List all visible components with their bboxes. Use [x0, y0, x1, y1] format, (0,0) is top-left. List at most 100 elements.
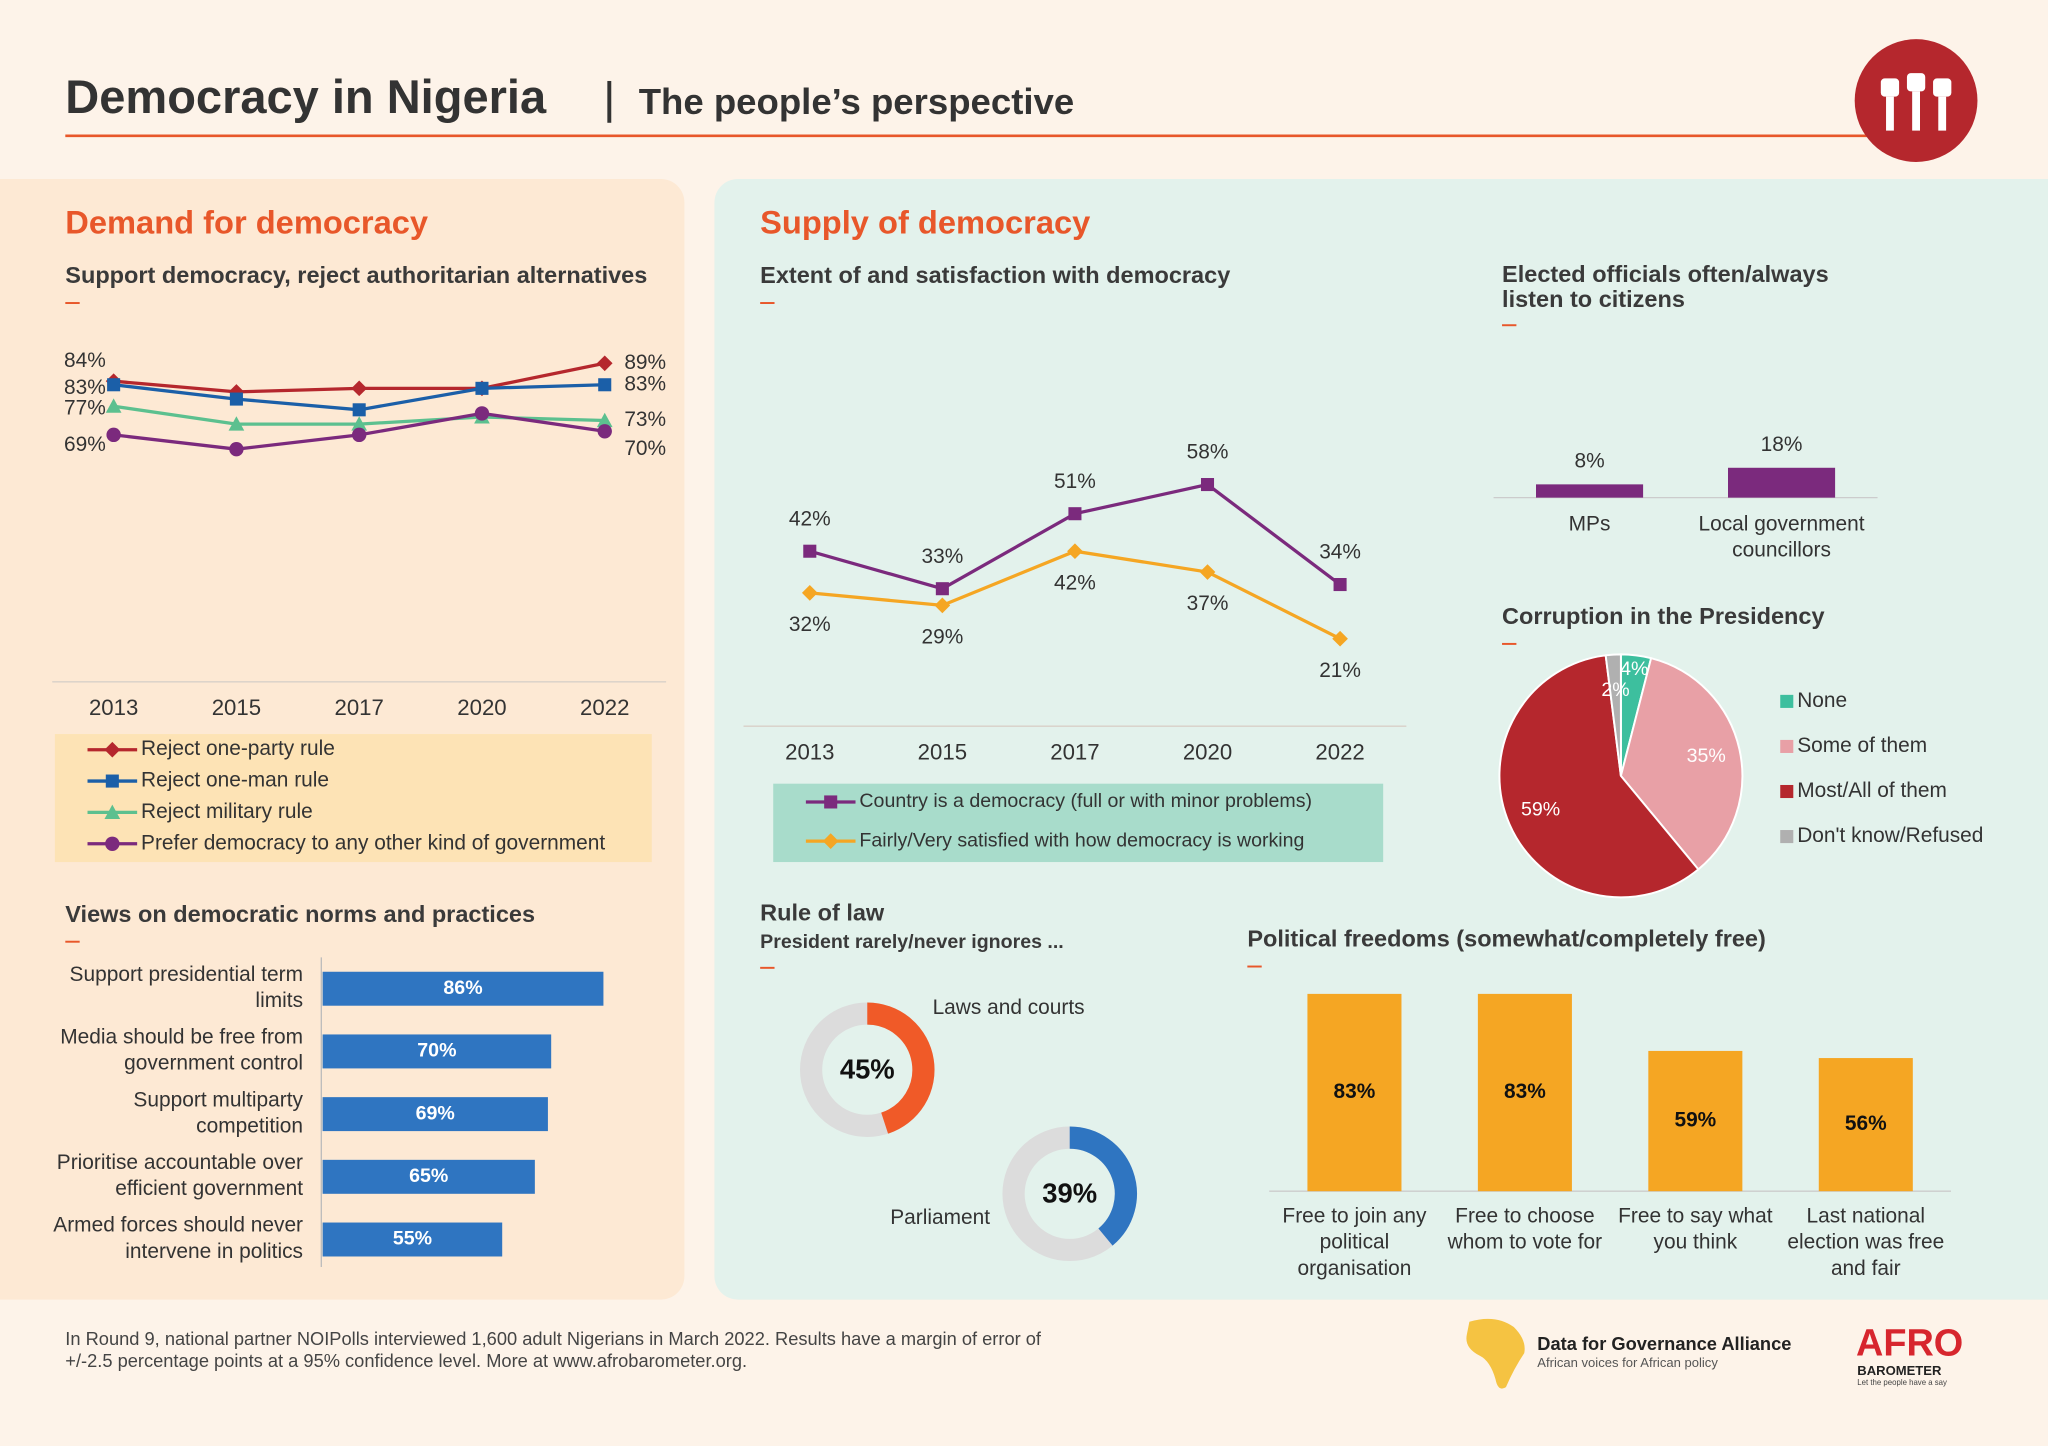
legend-marker: [105, 774, 119, 788]
legend-label: None: [1797, 689, 1847, 712]
value-label: 83%: [1334, 1080, 1376, 1103]
value-label: 39%: [1042, 1177, 1097, 1208]
value-label: 21%: [1319, 659, 1361, 682]
value-label: 18%: [1761, 433, 1803, 456]
data-point: [228, 416, 245, 431]
x-tick-label: 2013: [785, 739, 834, 764]
chart-title: Political freedoms (somewhat/completely …: [1247, 926, 1765, 952]
y-tick-label: Prioritise accountable over efficient go…: [56, 1151, 304, 1201]
legend-marker: [105, 836, 120, 851]
legend-marker: [104, 804, 121, 819]
x-tick-label: 2017: [335, 695, 384, 720]
data-point: [1200, 478, 1215, 492]
bar: [322, 1159, 535, 1194]
value-label: 29%: [921, 626, 963, 649]
value-label: 65%: [409, 1165, 448, 1187]
legend-label: Some of them: [1797, 734, 1927, 757]
data-point: [351, 427, 367, 443]
bar: [322, 1222, 503, 1257]
data-point: [106, 427, 121, 443]
x-tick-label: Last national election was free and fair: [1787, 1205, 1945, 1280]
value-label: 2%: [1601, 679, 1629, 701]
donut-arc: [1069, 1126, 1137, 1246]
chart-title: Extent of and satisfaction with democrac…: [760, 262, 1230, 288]
value-label: 58%: [1187, 441, 1229, 464]
data-point: [474, 406, 490, 421]
legend-swatch: [1780, 830, 1794, 844]
title-separator: [607, 80, 612, 123]
data-point: [475, 381, 489, 395]
value-label: 69%: [416, 1102, 455, 1124]
bar: [1648, 1050, 1743, 1192]
pie-slice: [1498, 654, 1700, 899]
x-tick-label: 2020: [1183, 739, 1232, 764]
x-tick-label: 2013: [89, 695, 138, 720]
bar: [1535, 484, 1644, 498]
data-point: [597, 424, 612, 439]
legend-swatch: [1780, 739, 1794, 753]
value-label: 45%: [840, 1053, 895, 1084]
logo-tagline: Let the people have a say: [1857, 1378, 1947, 1387]
data-point: [598, 378, 612, 392]
chart-title: Support democracy, reject authoritarian …: [65, 262, 647, 288]
value-label: 73%: [624, 408, 666, 431]
data-point: [351, 416, 368, 431]
x-tick-label: Free to say what you think: [1618, 1205, 1773, 1254]
legend-swatch: [1780, 784, 1794, 799]
value-label: 35%: [1687, 745, 1726, 767]
page-subtitle: The people’s perspective: [639, 81, 1075, 122]
legend-box: [773, 783, 1384, 863]
section-title: Demand for democracy: [65, 203, 428, 240]
data-point: [935, 582, 949, 596]
bar: [1727, 467, 1836, 498]
value-label: 89%: [624, 351, 666, 374]
value-label: 33%: [921, 545, 963, 568]
africa-icon: [1466, 1318, 1525, 1389]
value-label: 8%: [1574, 450, 1604, 473]
x-tick-label: Local government councillors: [1698, 513, 1865, 562]
legend-label: Reject military rule: [141, 800, 313, 823]
section-title: Supply of democracy: [760, 203, 1090, 240]
data-point: [803, 544, 817, 558]
x-tick-label: 2015: [918, 739, 967, 764]
value-label: 59%: [1674, 1109, 1716, 1132]
partner-tagline: African voices for African policy: [1537, 1355, 1718, 1370]
bar: [322, 971, 604, 1006]
bar: [1307, 993, 1402, 1192]
donut-label: Laws and courts: [933, 996, 1085, 1019]
donut-arc: [866, 1002, 935, 1134]
x-tick-label: Free to choose whom to vote for: [1447, 1205, 1603, 1254]
bar: [322, 1097, 548, 1132]
y-tick-label: Media should be free from government con…: [60, 1026, 304, 1075]
legend-label: Reject one-party rule: [141, 737, 335, 760]
legend-marker: [824, 795, 838, 809]
value-label: 83%: [624, 372, 666, 395]
value-label: 56%: [1845, 1112, 1887, 1135]
legend-marker: [104, 741, 121, 758]
chart-title: Elected officials often/always listen to…: [1502, 261, 1829, 313]
value-label: 42%: [1054, 571, 1096, 594]
value-label: 55%: [393, 1228, 432, 1250]
data-point: [1332, 630, 1348, 647]
data-point: [351, 380, 368, 397]
logo-sub: BAROMETER: [1857, 1363, 1942, 1378]
value-label: 69%: [64, 433, 106, 456]
legend-label: Fairly/Very satisfied with how democracy…: [859, 829, 1304, 851]
x-tick-label: 2015: [212, 695, 261, 720]
chart-title: Views on democratic norms and practices: [65, 901, 535, 927]
legend-label: Don't know/Refused: [1797, 824, 1983, 847]
value-label: 83%: [64, 376, 106, 399]
data-point: [1067, 543, 1083, 560]
chart-subtitle: President rarely/never ignores ...: [760, 931, 1064, 953]
pie-slice: [1619, 656, 1744, 871]
value-label: 83%: [1504, 1080, 1546, 1103]
x-tick-label: 2017: [1050, 739, 1099, 764]
bar: [322, 1034, 552, 1069]
value-label: 32%: [789, 613, 831, 636]
legend-label: Reject one-man rule: [141, 769, 329, 792]
value-label: 77%: [64, 396, 106, 419]
chart-title: Rule of law: [760, 899, 885, 925]
value-label: 84%: [64, 349, 106, 372]
